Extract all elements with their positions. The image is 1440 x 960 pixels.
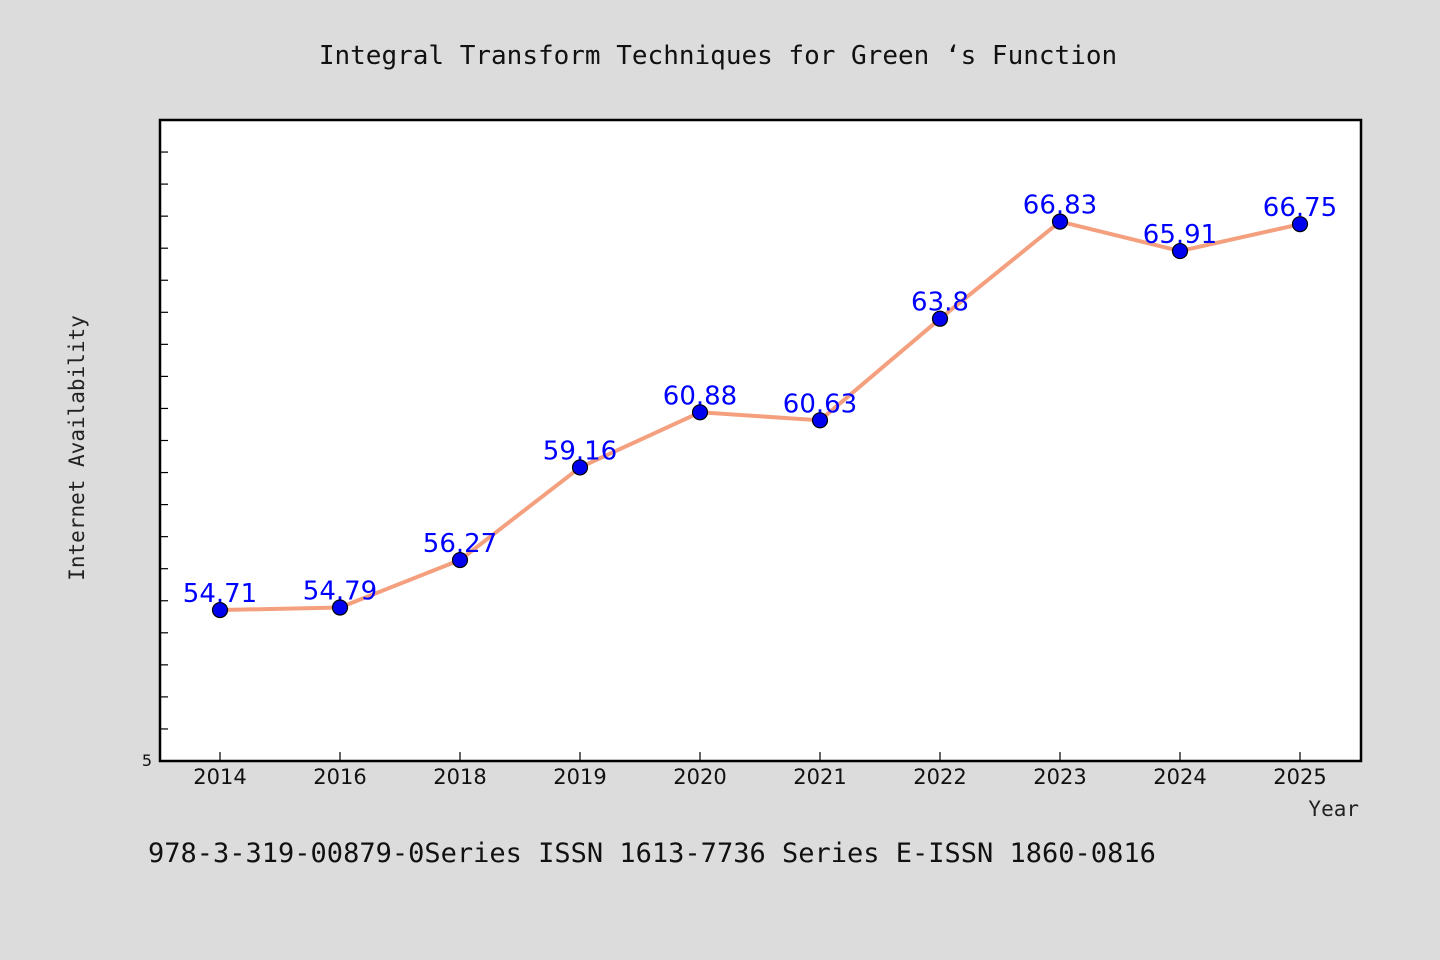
data-label: 66.83 xyxy=(1023,191,1097,221)
data-point xyxy=(691,404,709,421)
data-point xyxy=(451,551,469,569)
data-point xyxy=(931,310,949,327)
data-label: 65.91 xyxy=(1143,220,1217,250)
plot-area xyxy=(158,118,1363,763)
x-tick-label: 2021 xyxy=(793,765,846,789)
x-tick-label: 2020 xyxy=(673,765,726,789)
x-tick-label: 2024 xyxy=(1153,765,1206,789)
data-label: 56.27 xyxy=(423,529,497,559)
series-line-group xyxy=(218,219,1302,613)
data-labels: 54.71 54.79 56.27 59.16 60.88 60.63 63.8 66.83 6… xyxy=(183,191,1337,609)
data-label: 59.16 xyxy=(543,436,617,466)
data-markers xyxy=(211,213,1309,619)
data-point xyxy=(811,412,829,429)
series-line xyxy=(218,219,1302,613)
data-point xyxy=(1051,213,1069,230)
y-axis-ticks xyxy=(159,151,168,730)
data-label: 63.8 xyxy=(911,288,969,318)
data-point xyxy=(571,459,589,476)
data-label: 60.63 xyxy=(783,389,857,419)
data-point xyxy=(1171,242,1189,260)
data-point xyxy=(331,599,349,616)
y-tick-label: 5 xyxy=(142,751,152,770)
footer-text: 978-3-319-00879-0Series ISSN 1613-7736 S… xyxy=(148,838,1156,869)
data-point xyxy=(1291,216,1309,233)
x-tick-label: 2022 xyxy=(913,765,966,789)
x-axis-label: Year xyxy=(1308,797,1359,821)
x-axis: 2014 2016 2018 2019 2020 2021 2022 2023 2024 2025 xyxy=(193,752,1327,789)
x-tick-label: 2016 xyxy=(313,765,366,789)
x-tick-label: 2023 xyxy=(1033,765,1086,789)
data-point xyxy=(211,601,229,619)
x-tick-label: 2025 xyxy=(1273,765,1326,789)
data-label: 66.75 xyxy=(1263,193,1337,223)
data-label: 60.88 xyxy=(663,381,737,411)
x-tick-label: 2019 xyxy=(553,765,606,789)
x-tick-label: 2018 xyxy=(433,765,486,789)
x-tick-label: 2014 xyxy=(193,765,246,789)
data-label: 54.71 xyxy=(183,579,257,609)
y-axis-label: Internet Availability xyxy=(65,315,89,581)
data-label: 54.79 xyxy=(303,576,377,606)
chart-title: Integral Transform Techniques for Green … xyxy=(319,41,1117,71)
